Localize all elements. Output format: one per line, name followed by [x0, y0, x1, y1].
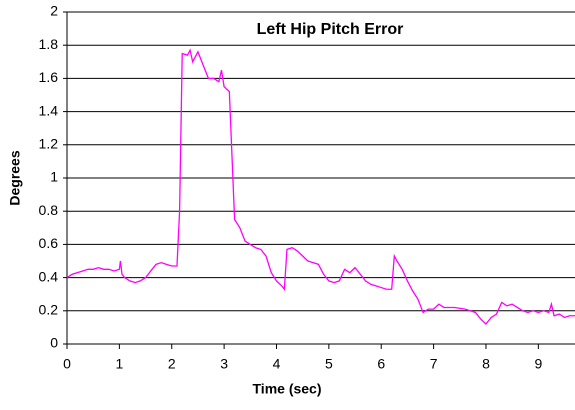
x-axis-title: Time (sec) — [253, 381, 322, 397]
x-tick-label: 8 — [482, 356, 490, 372]
y-tick-label: 0.2 — [39, 302, 59, 318]
y-tick-label: 0 — [50, 335, 58, 351]
y-tick-label: 0.8 — [39, 202, 59, 218]
y-tick-label: 1.4 — [39, 102, 59, 118]
y-tick-label: 1.6 — [39, 69, 59, 85]
y-tick-label: 0.4 — [39, 268, 59, 284]
x-tick-label: 6 — [377, 356, 385, 372]
x-tick-label: 9 — [534, 356, 542, 372]
y-tick-label: 2 — [50, 3, 58, 19]
y-axis-title: Degrees — [7, 150, 23, 205]
y-tick-label: 1 — [50, 169, 58, 185]
y-tick-label: 0.6 — [39, 235, 59, 251]
x-tick-label: 2 — [168, 356, 176, 372]
x-tick-label: 0 — [63, 356, 71, 372]
x-tick-label: 7 — [430, 356, 438, 372]
x-tick-label: 3 — [220, 356, 228, 372]
chart-title: Left Hip Pitch Error — [257, 21, 404, 38]
x-tick-label: 1 — [115, 356, 123, 372]
y-tick-label: 1.2 — [39, 136, 59, 152]
x-tick-label: 5 — [325, 356, 333, 372]
x-tick-label: 4 — [273, 356, 281, 372]
data-line — [66, 48, 575, 326]
y-tick-label: 1.8 — [39, 36, 59, 52]
